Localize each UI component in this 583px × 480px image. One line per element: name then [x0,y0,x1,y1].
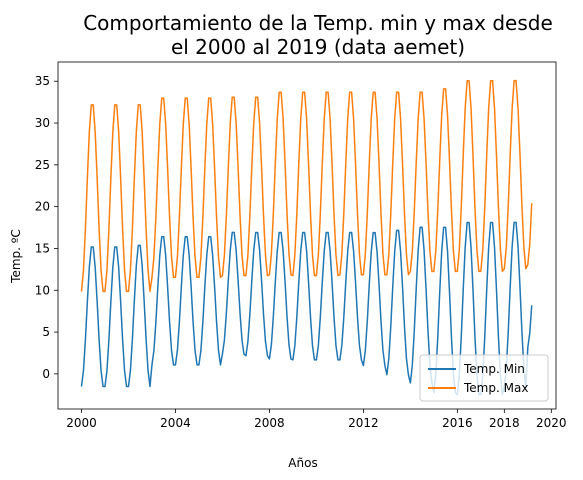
y-tick-label: 35 [35,74,50,88]
y-axis-ticks: 0 5 10 15 20 25 30 35 [35,74,58,381]
y-tick-label: 20 [35,200,50,214]
y-tick-label: 15 [35,241,50,255]
legend-label: Temp. Max [463,381,528,395]
x-tick-label: 2008 [254,416,285,430]
x-axis-ticks: 2000 2004 2008 2012 2016 2018 2020 [66,409,567,430]
y-tick-label: 30 [35,116,50,130]
y-tick-label: 5 [42,325,50,339]
plot-frame [57,61,557,410]
series-line-temp-max [80,79,533,293]
legend-label: Temp. Min [463,362,525,376]
chart-title-line-2: el 2000 al 2019 (data aemet) [171,35,465,59]
chart-title: Comportamiento de la Temp. min y max des… [83,11,553,59]
x-tick-label: 2000 [66,416,97,430]
x-tick-label: 2016 [442,416,473,430]
chart-title-line-1: Comportamiento de la Temp. min y max des… [83,11,553,35]
legend-box [419,354,549,402]
legend: Temp. Min Temp. Max [419,354,549,402]
x-tick-label: 2020 [536,416,567,430]
x-axis-label: Años [288,456,317,470]
y-tick-label: 25 [35,158,50,172]
x-tick-label: 2018 [489,416,520,430]
y-tick-label: 0 [42,367,50,381]
x-tick-label: 2012 [348,416,379,430]
y-tick-label: 10 [35,283,50,297]
x-tick-label: 2004 [160,416,191,430]
y-axis-label: Temp. ºC [9,229,23,284]
